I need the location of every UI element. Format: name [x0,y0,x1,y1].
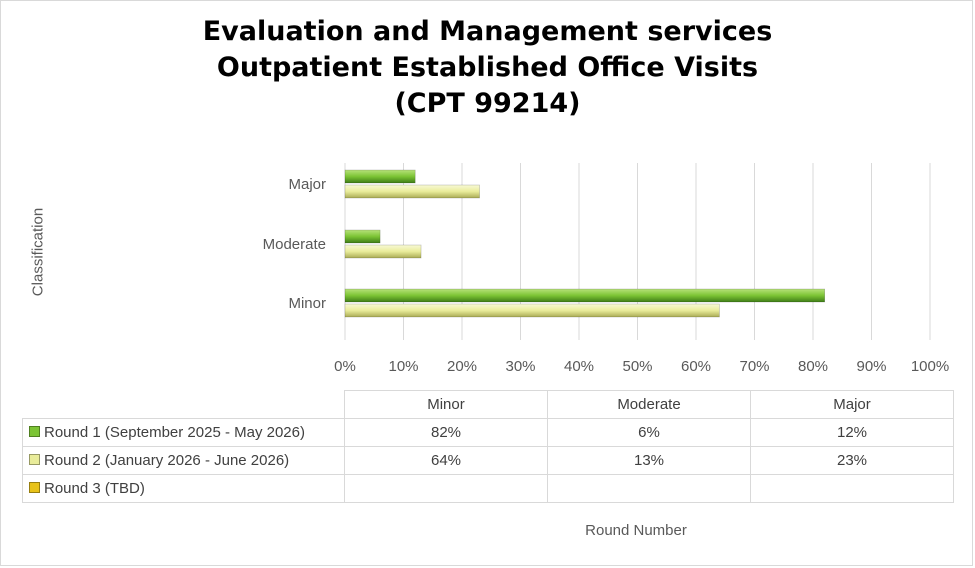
bar-round2-moderate [344,244,422,259]
legend-swatch [29,426,40,437]
bar-round2-minor [344,303,720,318]
legend-label: Round 1 (September 2025 - May 2026) [44,424,305,441]
x-tick-label: 70% [739,358,769,375]
data-label-round1-major: 12% [750,418,954,447]
data-table-header-moderate: Moderate [547,390,751,419]
legend-label: Round 2 (January 2026 - June 2026) [44,452,290,469]
data-label-round2-minor: 64% [344,446,548,475]
bar-round1-major [344,169,416,184]
data-label-round2-major: 23% [750,446,954,475]
data-label-round3-moderate [547,474,751,503]
data-table-header-row: Minor Moderate Major [23,390,954,419]
x-tick-label: 20% [447,358,477,375]
title-line-1: Evaluation and Management services [202,16,773,47]
x-tick-label: 40% [564,358,594,375]
chart-title: Evaluation and Management services Outpa… [0,14,975,122]
x-tick-label: 90% [856,358,886,375]
x-axis-title: Round Number [585,522,687,539]
category-label-moderate: Moderate [263,236,326,253]
category-labels: Minor Moderate Major [263,176,326,312]
legend-entry-round1: Round 1 (September 2025 - May 2026) [22,418,345,447]
title-line-3: (CPT 99214) [394,88,581,119]
x-tick-label: 30% [505,358,535,375]
legend-entry-round3: Round 3 (TBD) [22,474,345,503]
data-label-round2-moderate: 13% [547,446,751,475]
category-label-major: Major [288,176,326,193]
bars [344,169,826,318]
title-line-2: Outpatient Established Office Visits [216,52,759,83]
bar-round1-moderate [344,229,381,244]
x-tick-label: 80% [798,358,828,375]
bar-round2-major [344,184,480,199]
data-label-round1-minor: 82% [344,418,548,447]
data-table-header-major: Major [750,390,954,419]
category-label-minor: Minor [288,295,326,312]
x-tick-labels: 0% 10% 20% 30% 40% 50% 60% 70% 80% 90% 100% [334,358,949,375]
x-tick-label: 100% [911,358,949,375]
legend-entry-round2: Round 2 (January 2026 - June 2026) [22,446,345,475]
x-tick-label: 50% [622,358,652,375]
x-tick-label: 10% [388,358,418,375]
data-table-row: Round 1 (September 2025 - May 2026) 82% 6%… [22,418,954,447]
data-table-header-minor: Minor [344,390,548,419]
legend-label: Round 3 (TBD) [44,480,145,497]
bar-round1-minor [344,288,826,303]
x-tick-label: 0% [334,358,356,375]
data-table-row: Round 3 (TBD) [22,474,954,503]
data-label-round3-minor [344,474,548,503]
legend-swatch [29,454,40,465]
data-label-round1-moderate: 6% [547,418,751,447]
legend-swatch [29,482,40,493]
data-table-row: Round 2 (January 2026 - June 2026) 64% 13%… [22,446,954,475]
data-table: Minor Moderate Major Round 1 (September 202… [22,390,954,503]
x-tick-label: 60% [681,358,711,375]
data-table-corner [23,391,345,419]
data-label-round3-major [750,474,954,503]
